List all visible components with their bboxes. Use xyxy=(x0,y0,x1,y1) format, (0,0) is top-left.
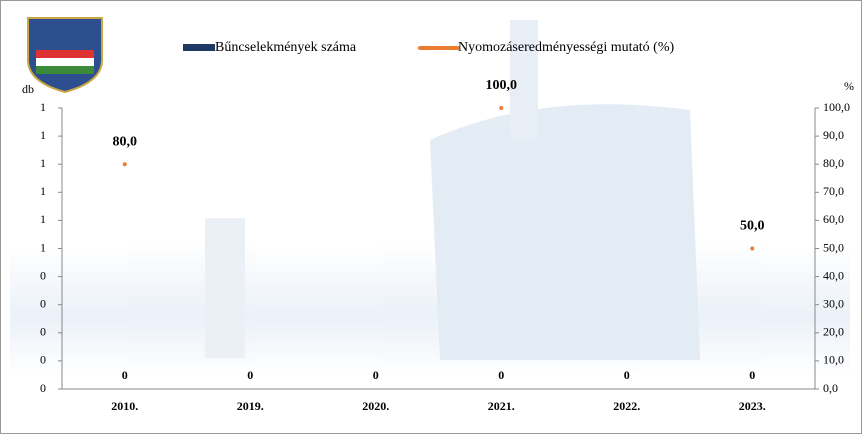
bar-value-label: 0 xyxy=(247,368,253,382)
y2-tick-label: 30,0 xyxy=(823,296,844,310)
logo xyxy=(28,18,102,92)
y-tick-label: 0 xyxy=(40,296,46,310)
x-tick-label: 2022. xyxy=(613,399,640,413)
bar-value-label: 0 xyxy=(373,368,379,382)
line-value-label: 100,0 xyxy=(486,78,518,93)
y-tick-label: 0 xyxy=(40,353,46,367)
y-tick-label: 1 xyxy=(40,128,46,142)
line-point xyxy=(123,162,127,166)
y-tick-label: 1 xyxy=(40,100,46,114)
bar-value-label: 0 xyxy=(749,368,755,382)
bar-value-label: 0 xyxy=(498,368,504,382)
chart: db % 000001111110,010,020,030,040,050,06… xyxy=(0,0,862,434)
y-tick-label: 1 xyxy=(40,212,46,226)
y-tick-label: 1 xyxy=(40,240,46,254)
legend-label: Bűncselekmények száma xyxy=(215,40,357,55)
y2-tick-label: 70,0 xyxy=(823,184,844,198)
y2-tick-label: 40,0 xyxy=(823,268,844,282)
x-tick-label: 2023. xyxy=(739,399,766,413)
y2-tick-label: 10,0 xyxy=(823,353,844,367)
x-tick-label: 2021. xyxy=(488,399,515,413)
y2-axis-title: % xyxy=(844,79,854,93)
page: {"chart_data": {"type": "bar", "categori… xyxy=(0,0,862,434)
y-tick-label: 1 xyxy=(40,184,46,198)
y2-tick-label: 100,0 xyxy=(823,100,850,114)
legend-label: Nyomozáseredményességi mutató (%) xyxy=(458,40,674,55)
legend-swatch xyxy=(183,44,215,51)
line-value-label: 50,0 xyxy=(740,219,765,234)
line-point xyxy=(750,247,754,251)
y2-tick-label: 0,0 xyxy=(823,381,838,395)
x-tick-label: 2020. xyxy=(362,399,389,413)
y-axis-title: db xyxy=(22,82,34,96)
line-point xyxy=(499,106,503,110)
y2-tick-label: 60,0 xyxy=(823,212,844,226)
y-tick-label: 0 xyxy=(40,268,46,282)
y-tick-label: 1 xyxy=(40,156,46,170)
y2-tick-label: 20,0 xyxy=(823,325,844,339)
y-tick-label: 0 xyxy=(40,381,46,395)
bar-value-label: 0 xyxy=(624,368,630,382)
x-tick-label: 2019. xyxy=(237,399,264,413)
x-tick-label: 2010. xyxy=(111,399,138,413)
line-value-label: 80,0 xyxy=(113,134,138,149)
y2-tick-label: 80,0 xyxy=(823,156,844,170)
bar-value-label: 0 xyxy=(122,368,128,382)
y-tick-label: 0 xyxy=(40,325,46,339)
y2-tick-label: 90,0 xyxy=(823,128,844,142)
y2-tick-label: 50,0 xyxy=(823,240,844,254)
